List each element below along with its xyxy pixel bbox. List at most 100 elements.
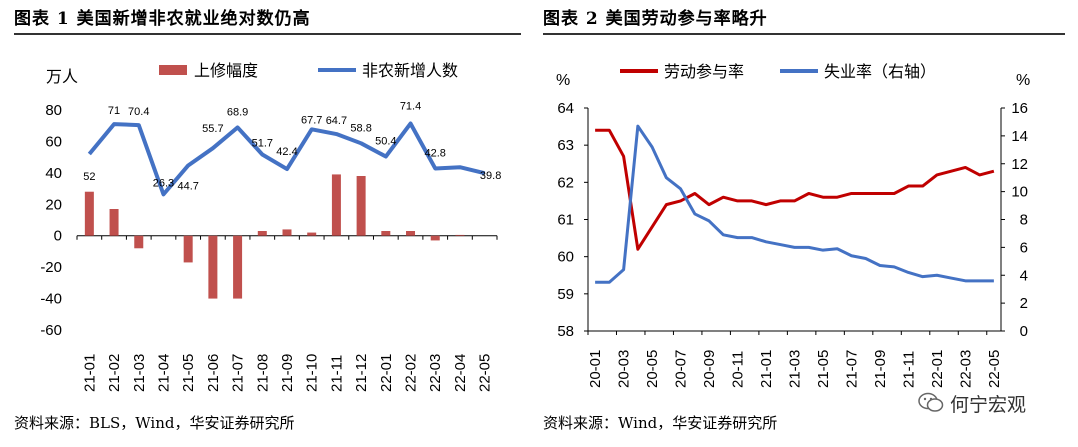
y-tick-label: -60 — [40, 322, 62, 339]
x-tick-label: 21-02 — [106, 354, 123, 392]
bar-revision — [84, 191, 94, 236]
bar-revision — [257, 231, 267, 236]
x-tick-label: 21-10 — [304, 354, 321, 392]
x-tick-label: 21-06 — [205, 354, 222, 392]
data-label: 64.7 — [326, 115, 347, 127]
data-label: 68.9 — [227, 106, 248, 118]
data-label: 71 — [108, 105, 120, 117]
data-label: 70.4 — [128, 106, 149, 118]
legend-label-payrolls: 非农新增人数 — [362, 62, 458, 80]
chart-participation-rate: 58 59 60 61 62 63 64 0 2 4 6 8 10 12 14 16 20-01 20-03 20… — [556, 63, 1030, 388]
right-tick-label: 8 — [1020, 212, 1028, 229]
y-axis-unit: 万人 — [46, 68, 78, 86]
right-tick-label: 10 — [1011, 184, 1028, 201]
x-tick-label: 21-07 — [230, 354, 247, 392]
x-tick-label: 22-03 — [427, 354, 444, 392]
x-tick-label: 22-05 — [986, 350, 1003, 388]
right-figure-title: 图表 2 美国劳动参与率略升 — [543, 9, 768, 29]
data-label: 52 — [83, 171, 95, 183]
data-label: 42.4 — [276, 146, 297, 158]
data-label: 67.7 — [301, 114, 322, 126]
bar-revision — [307, 232, 317, 236]
x-tick-label: 21-11 — [900, 351, 917, 388]
right-tick-label: 14 — [1011, 128, 1028, 145]
bar-revision — [406, 231, 416, 236]
x-tick-label: 20-01 — [587, 350, 604, 388]
x-tick-label: 22-01 — [929, 350, 946, 388]
y-tick-label: 20 — [45, 196, 62, 213]
data-label: 55.7 — [202, 123, 223, 135]
x-tick-label: 21-03 — [131, 354, 148, 392]
y-tick-label: 0 — [54, 228, 62, 245]
y-tick-label: -40 — [40, 291, 62, 308]
y-tick-label: 60 — [45, 133, 62, 150]
left-tick-label: 58 — [557, 323, 574, 340]
data-label: 26.3 — [153, 177, 174, 189]
right-tick-label: 12 — [1011, 156, 1028, 173]
x-tick-label: 21-08 — [254, 354, 271, 392]
bar-revision — [356, 176, 366, 236]
data-label: 42.8 — [425, 147, 446, 159]
legend-label-revision: 上修幅度 — [194, 62, 258, 80]
x-tick-label: 21-09 — [279, 354, 296, 392]
left-tick-label: 64 — [557, 100, 574, 117]
x-tick-label: 22-05 — [477, 354, 494, 392]
left-source-note: 资料来源：BLS，Wind，华安证券研究所 — [14, 414, 295, 432]
right-source-note: 资料来源：Wind，华安证券研究所 — [543, 414, 778, 432]
data-label: 51.7 — [252, 137, 273, 149]
x-tick-label: 21-05 — [815, 350, 832, 388]
bar-revision — [381, 231, 391, 236]
x-tick-label: 22-02 — [403, 354, 420, 392]
x-tick-label: 21-05 — [180, 354, 197, 392]
x-tick-label: 21-01 — [758, 350, 775, 388]
left-tick-label: 59 — [557, 286, 574, 303]
right-tick-label: 16 — [1011, 100, 1028, 117]
data-label: 50.4 — [375, 136, 396, 148]
bar-revision — [282, 229, 292, 236]
y-tick-label: -20 — [40, 259, 62, 276]
bar-revision — [109, 209, 119, 236]
left-tick-label: 62 — [557, 174, 574, 191]
x-tick-label: 20-11 — [730, 351, 747, 388]
bar-revision — [134, 235, 144, 249]
legend-label-participation: 劳动参与率 — [664, 63, 744, 81]
line-unemployment-rate — [595, 124, 994, 284]
y-tick-label: 80 — [45, 102, 62, 119]
x-tick-label: 21-12 — [353, 354, 370, 392]
bar-revision — [331, 174, 341, 236]
right-axis-unit: % — [1016, 72, 1030, 89]
data-label: 71.4 — [400, 101, 421, 113]
y-tick-label: 40 — [45, 165, 62, 182]
left-tick-label: 63 — [557, 137, 574, 154]
left-axis-unit: % — [556, 72, 570, 89]
chart-nonfarm-payrolls: -60 -40 -20 0 20 40 60 80 21-01 21-02 21-03 21-04 2… — [40, 62, 501, 392]
bar-revision — [233, 235, 243, 299]
x-tick-label: 20-05 — [644, 350, 661, 388]
line-participation-rate — [595, 128, 995, 251]
bar-revision — [208, 235, 218, 299]
x-tick-label: 21-01 — [81, 354, 98, 392]
x-tick-label: 22-04 — [452, 354, 469, 392]
left-figure-title: 图表 1 美国新增非农就业绝对数仍高 — [14, 9, 311, 29]
data-label: 58.8 — [350, 122, 371, 134]
bar-revision — [455, 234, 465, 236]
left-tick-label: 61 — [557, 212, 574, 229]
x-tick-label: 21-07 — [843, 350, 860, 388]
x-tick-label: 21-09 — [872, 350, 889, 388]
legend-swatch-revision — [159, 65, 187, 75]
bar-revision — [430, 235, 440, 241]
data-label: 44.7 — [177, 180, 198, 192]
bar-revision — [183, 235, 193, 263]
x-tick-label: 20-09 — [701, 350, 718, 388]
wechat-icon — [918, 392, 944, 412]
right-title-rule — [543, 33, 1065, 35]
watermark-text: 何宁宏观 — [950, 393, 1027, 416]
legend: 上修幅度 非农新增人数 — [159, 62, 458, 80]
x-tick-label: 22-01 — [378, 354, 395, 392]
left-tick-label: 60 — [557, 249, 574, 266]
data-label: 39.8 — [480, 170, 501, 182]
right-tick-label: 0 — [1020, 323, 1028, 340]
x-tick-label: 21-03 — [787, 350, 804, 388]
x-tick-label: 22-03 — [957, 350, 974, 388]
right-tick-label: 2 — [1020, 295, 1028, 312]
